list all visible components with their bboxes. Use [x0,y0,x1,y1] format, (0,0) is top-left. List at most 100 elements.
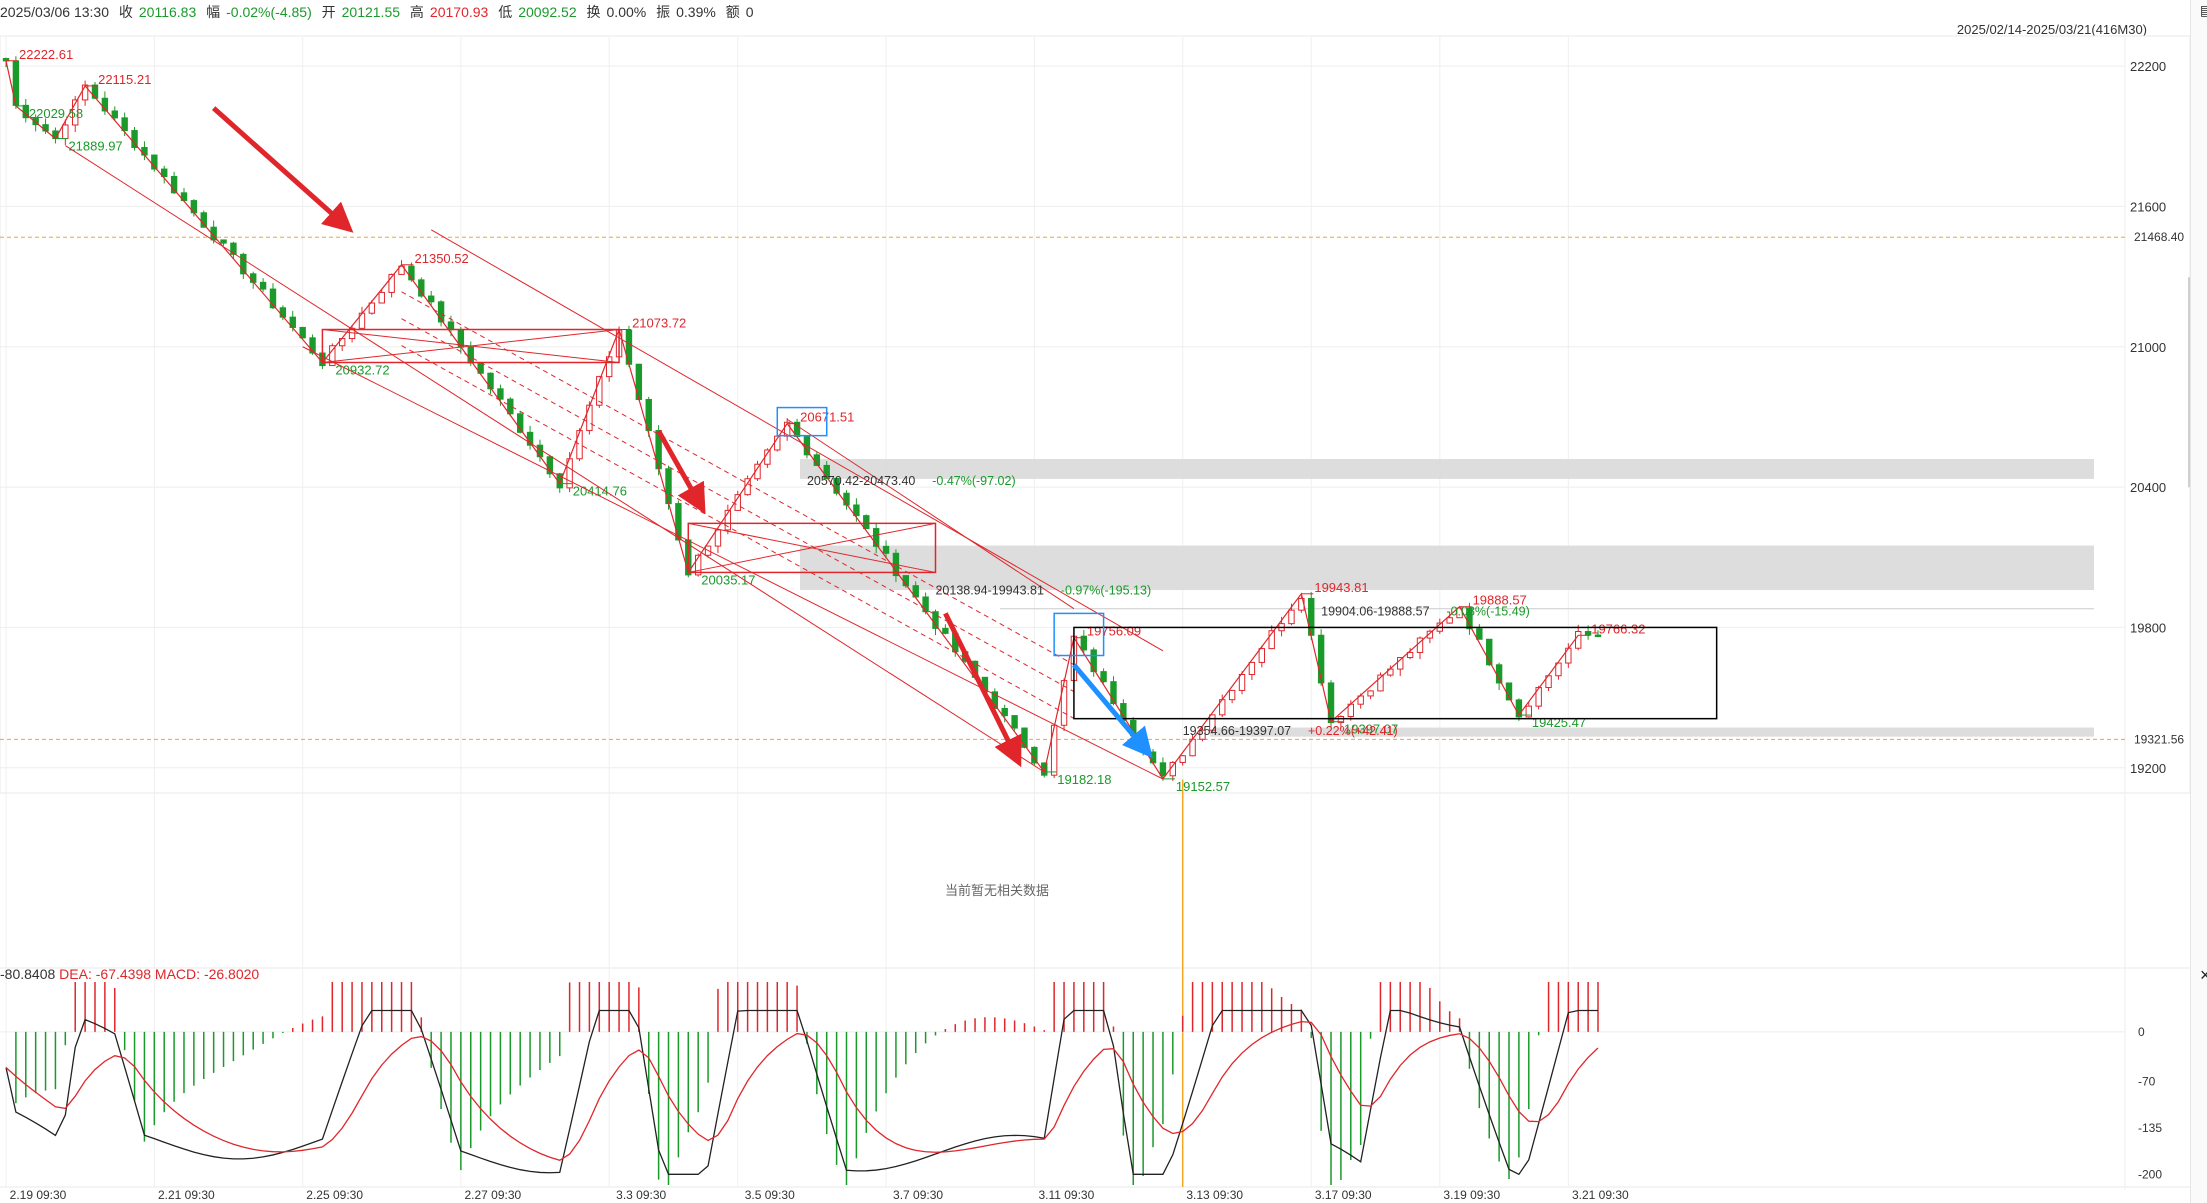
candle-body [32,117,39,126]
candle-body [1466,607,1473,630]
candle-body [427,295,435,303]
candle-body [1367,690,1374,697]
price-pane-frame [0,35,2190,794]
time-tick-label: 2.19 09:30 [10,1188,67,1202]
candle-body [1050,724,1058,776]
support-resistance-zone [1210,727,2094,737]
close-value: 20116.83 [138,4,197,20]
box-diagonal [688,522,936,573]
candle-body [437,301,445,323]
volume-no-data-text: 当前暂无相关数据 [945,883,1050,898]
candle-body [1495,664,1503,684]
candle-body [1317,634,1325,684]
amplitude-label: 振 [656,4,671,20]
candle-body [1080,635,1088,651]
candle-body [576,430,583,460]
pivot-label: 19425.47 [1532,715,1586,730]
trend-arrow [656,429,706,515]
time-tick-label: 3.19 09:30 [1443,1188,1500,1202]
candle-body [853,504,860,517]
candle-body [1584,631,1592,636]
macd-macd-value: -26.8020 [203,966,260,982]
candle-body [1446,617,1453,624]
candle-body [1100,671,1107,683]
candle-body [1397,657,1404,670]
candle-body [131,130,138,148]
macd-dea-value: -67.4398 [95,966,152,982]
macd-macd-label: MACD: [154,966,201,982]
time-tick-label: 3.5 09:30 [745,1188,795,1202]
candle-body [1159,762,1167,777]
price-tick-label: 19800 [2130,620,2166,635]
pivot-label: 19397.07 [1344,722,1398,737]
candle-body [1515,699,1523,718]
candle-body [1377,674,1384,692]
price-tick-label: 21600 [2130,199,2166,214]
change-value: -0.02%(-4.85) [226,4,312,20]
highlight-box [1053,612,1105,657]
macd-dea-line [5,1020,1599,1161]
measure-range-label: 19354.66-19397.07 [1183,724,1291,738]
candle-body [170,175,178,194]
candle-body [932,611,939,629]
measure-pct-label: -0.08%(-15.49) [1446,605,1529,619]
price-flag-bg [2126,730,2188,748]
time-tick-label: 3.3 09:30 [616,1188,666,1202]
consolidation-box [321,328,620,364]
candle-body [309,337,316,354]
macd-legend: -80.8408 DEA: -67.4398 MACD: -26.8020 [0,966,259,982]
measure-pct-label: -0.97%(-195.13) [1061,584,1151,598]
measure-pct-label: +0.22%(+42.41) [1308,724,1398,738]
pivot-label: 19756.09 [1087,624,1141,639]
pivot-label: 19888.57 [1473,593,1527,608]
amount-value: 0 [745,4,754,20]
candle-body [1268,630,1275,650]
candle-body [121,117,128,132]
macd-diff-line [5,1009,1598,1176]
consolidation-box [687,522,937,574]
time-tick-label: 3.7 09:30 [893,1188,943,1202]
low-label: 低 [498,4,513,20]
candle-body [1090,649,1097,673]
zigzag-line [5,60,1579,780]
time-tick-label: 3.17 09:30 [1315,1188,1372,1202]
measure-pct-label: -0.47%(-97.02) [932,474,1015,488]
candle-body [882,545,890,554]
candle-body [872,528,880,547]
macd-tick-label: -70 [2138,1075,2156,1089]
channel-mid-dashed [401,318,1075,692]
price-flag-label: 21468.40 [2134,230,2184,244]
channel-mid-dashed [401,291,1075,666]
low-value: 20092.52 [518,4,577,20]
close-icon[interactable]: × [2200,965,2207,985]
candle-body [1001,707,1008,717]
candle-body [1594,634,1602,638]
quote-header: 2025/03/06 13:30 收 20116.83 幅 -0.02%(-4.85… [0,0,2207,24]
box-diagonal [322,329,620,363]
quote-datetime: 2025/03/06 13:30 [0,4,109,20]
close-label: 收 [118,4,133,20]
support-resistance-zone [800,545,2094,591]
range-box [1073,626,1718,720]
candle-body [259,281,267,290]
candle-body [1575,631,1582,649]
candle-body [220,239,227,244]
pivot-label: 19766.32 [1591,621,1645,636]
candle-body [62,124,69,140]
candle-body [1021,727,1028,748]
candle-body [200,212,207,228]
pivot-label: 22222.61 [19,47,73,62]
date-range-label: 2025/02/14-2025/03/21(416M30) [1956,22,2147,37]
candle-body [1228,689,1236,701]
candle-body [1476,628,1483,640]
candle-body [1011,715,1018,729]
right-side-panel[interactable] [2190,0,2207,1203]
candle-body [111,110,118,119]
candle-body [1426,630,1434,639]
macd-tick-label: -135 [2138,1121,2162,1135]
panel-toggle-icon[interactable]: ▤ [2200,2,2207,18]
candle-body [863,515,870,530]
time-tick-label: 2.25 09:30 [306,1188,363,1202]
trend-arrow [1072,663,1153,759]
